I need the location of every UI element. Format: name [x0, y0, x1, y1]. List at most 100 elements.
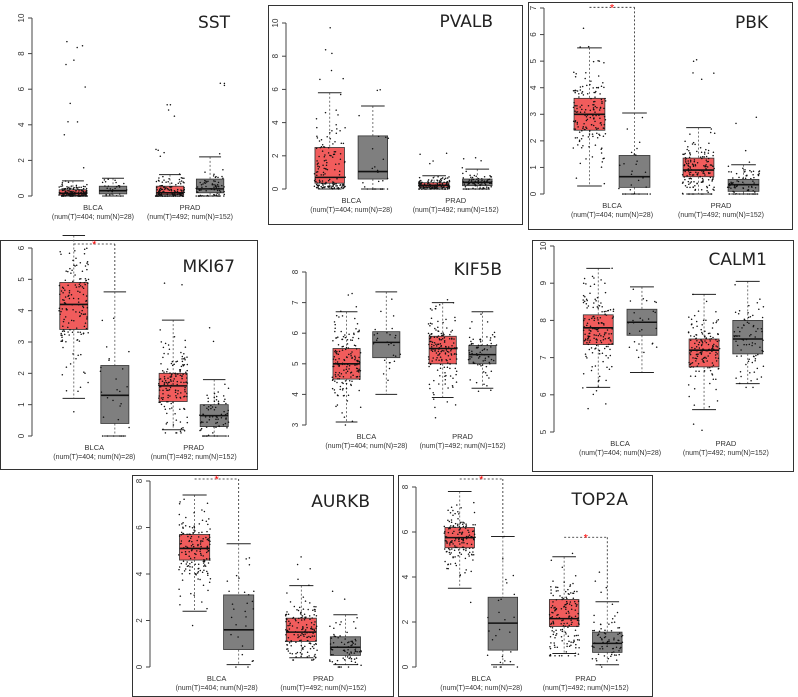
data-point [443, 350, 445, 352]
data-point [336, 381, 338, 384]
data-point [467, 182, 470, 185]
data-point [60, 332, 62, 335]
data-point [343, 658, 346, 661]
data-point [491, 180, 493, 183]
data-point [182, 181, 184, 183]
data-point [345, 372, 347, 374]
data-point [599, 106, 602, 109]
data-point [588, 332, 590, 335]
data-point [600, 279, 602, 281]
data-point [82, 167, 85, 169]
data-point [439, 352, 441, 355]
data-point [340, 621, 342, 623]
data-point [332, 358, 335, 360]
data-point [179, 192, 181, 195]
data-point [709, 366, 711, 369]
data-point [701, 181, 703, 183]
data-point [607, 310, 609, 312]
data-point [180, 365, 183, 368]
data-point [169, 395, 171, 397]
data-point [585, 119, 588, 122]
data-point [297, 631, 299, 634]
data-point [733, 330, 736, 333]
y-tick-label: 4 [17, 308, 26, 313]
data-point [205, 189, 207, 192]
data-point [77, 290, 79, 293]
data-point [609, 339, 611, 341]
data-point [580, 137, 583, 140]
data-point [216, 421, 219, 424]
data-point [712, 348, 715, 351]
data-point [172, 401, 174, 403]
data-point [586, 322, 589, 324]
data-point [472, 538, 475, 541]
data-point [321, 180, 324, 182]
data-point [205, 180, 207, 182]
data-point [215, 398, 218, 401]
data-point [623, 162, 625, 165]
data-point [332, 153, 335, 156]
data-point [610, 629, 613, 632]
data-point [428, 365, 430, 368]
data-point [306, 656, 309, 658]
data-point [296, 651, 299, 654]
data-point [610, 653, 613, 656]
data-point [576, 121, 579, 124]
data-point [420, 186, 423, 188]
data-point [460, 538, 463, 541]
data-point [489, 363, 491, 365]
data-point [708, 348, 710, 351]
data-point [301, 615, 304, 617]
data-point [688, 395, 690, 398]
data-point [683, 164, 686, 167]
data-point [611, 618, 614, 620]
data-point [708, 405, 711, 408]
data-point [163, 352, 165, 355]
data-point [690, 181, 693, 183]
data-point [60, 290, 63, 292]
data-point [75, 327, 78, 329]
data-point [443, 366, 446, 368]
data-point [320, 145, 323, 148]
data-point [590, 97, 592, 100]
data-point [608, 368, 611, 371]
data-point [391, 298, 393, 300]
data-point [301, 653, 303, 655]
data-point [394, 336, 396, 339]
data-point [245, 625, 247, 627]
data-point [78, 278, 81, 280]
y-tick-label: 10 [17, 13, 26, 22]
data-point [322, 184, 324, 186]
data-point [339, 385, 342, 388]
data-point [334, 350, 336, 353]
data-point [186, 356, 188, 358]
data-point [333, 633, 335, 636]
data-point [327, 179, 330, 182]
data-point [742, 167, 744, 169]
data-point [346, 656, 349, 658]
data-point [374, 188, 377, 190]
data-point [186, 533, 188, 536]
data-point [203, 564, 206, 566]
data-point [61, 195, 63, 197]
data-point [618, 632, 621, 634]
data-point [462, 177, 465, 179]
data-point [439, 338, 441, 341]
data-point [604, 118, 607, 121]
data-point [392, 315, 395, 317]
data-point [450, 541, 452, 543]
x-category-label: BLCA [207, 674, 227, 683]
data-point [60, 192, 63, 194]
data-point [312, 659, 314, 661]
data-point [706, 190, 708, 192]
data-point [427, 179, 430, 181]
data-point [357, 369, 359, 372]
data-point [483, 348, 486, 350]
data-point [174, 413, 176, 415]
data-point [193, 525, 195, 527]
data-point [570, 592, 572, 594]
data-point [548, 613, 551, 616]
data-point [645, 186, 647, 188]
data-point [571, 621, 573, 624]
